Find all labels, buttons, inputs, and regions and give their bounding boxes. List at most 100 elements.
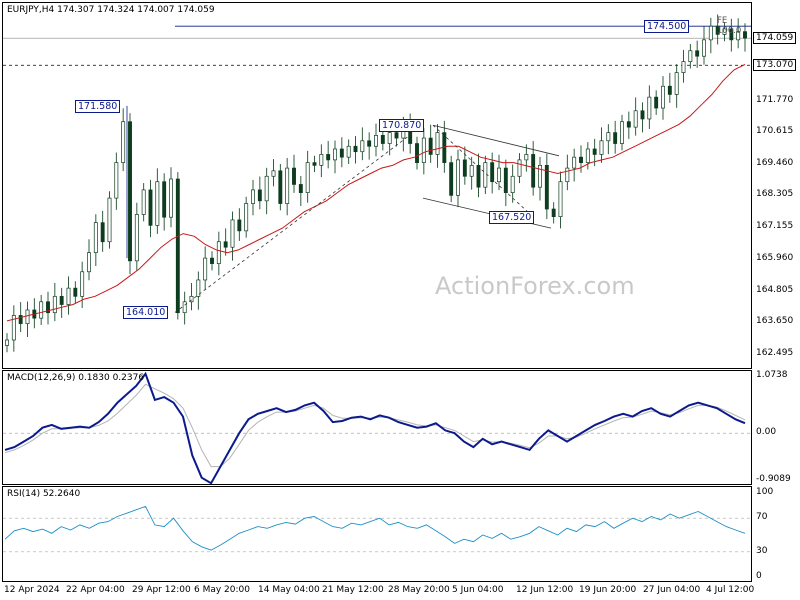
candle-body (210, 257, 214, 264)
candle (114, 152, 119, 210)
candle-body (476, 165, 481, 188)
candle (169, 167, 173, 228)
candle-body (585, 148, 590, 163)
candle-body (497, 167, 501, 183)
candle-body (647, 96, 652, 120)
macd-pane[interactable]: MACD(12,26,9) 0.1830 0.2376 (2, 370, 752, 485)
candle (333, 140, 337, 174)
candle (257, 176, 262, 210)
candle-body (360, 140, 365, 153)
candle-body (189, 295, 194, 303)
candle (339, 137, 344, 168)
time-axis-tick: 12 Apr 2024 (4, 585, 60, 595)
candle-body (613, 132, 618, 144)
candle (189, 282, 194, 311)
candle-body (141, 189, 146, 215)
candle (572, 148, 577, 182)
price-axis-tick: 168.305 (756, 189, 794, 200)
candle (196, 271, 201, 310)
candle (346, 139, 351, 164)
candle (565, 154, 570, 191)
time-axis-tick: 4 Jul 12:00 (706, 585, 755, 595)
candle-body (5, 339, 9, 346)
candle-body (380, 134, 385, 144)
price-annotation: 164.010 (123, 306, 169, 320)
price-annotation: 174.500 (644, 20, 690, 34)
candle (93, 214, 98, 267)
candle-body (298, 184, 303, 193)
price-pane[interactable]: EURJPY,H4 174.307 174.324 174.007 174.05… (2, 2, 752, 369)
macd-chart (3, 371, 751, 484)
candle-body (148, 189, 153, 226)
rsi-pane[interactable]: RSI(14) 52.2640 (2, 486, 752, 582)
candle-body (538, 165, 542, 188)
rsi-chart (3, 505, 751, 553)
candle-body (483, 162, 488, 188)
price-annotation: 171.580 (75, 99, 121, 113)
candle-body (510, 175, 515, 193)
price-axis-tick: 162.495 (756, 347, 794, 358)
candle (203, 246, 208, 291)
time-axis-tick: 6 May 20:00 (194, 585, 250, 595)
fe-label: FE 100.0 (717, 16, 742, 37)
candle (107, 191, 112, 249)
candle (462, 146, 467, 185)
candle-body (353, 145, 358, 153)
candle (230, 211, 235, 261)
candle (134, 202, 139, 271)
candle-body (162, 181, 167, 218)
candle (469, 156, 474, 190)
candle-body (551, 208, 556, 218)
candle (11, 305, 16, 352)
candle-body (661, 85, 665, 109)
candle-body (544, 165, 549, 210)
candle-body (572, 156, 577, 169)
candle (305, 150, 310, 203)
candle-body (216, 241, 221, 264)
candle (421, 127, 426, 175)
candle (654, 90, 659, 115)
candle (32, 298, 37, 329)
candle (681, 49, 686, 83)
candle (326, 141, 331, 169)
time-axis: 12 Apr 2024 22 Apr 04:00 29 Apr 12:00 6 May… (2, 582, 755, 600)
rsi-axis-tick: 70 (756, 512, 768, 523)
candle (456, 149, 460, 208)
candle-body (640, 110, 645, 120)
candle (715, 14, 720, 45)
macd-line (4, 371, 746, 484)
candle (100, 210, 105, 252)
macd-signal-line (4, 383, 746, 468)
macd-axis-tick: 1.0738 (756, 370, 788, 380)
candle (661, 76, 665, 120)
candle (524, 144, 529, 172)
candle-body (421, 137, 426, 163)
candle (476, 153, 481, 198)
candle (435, 124, 440, 168)
rsi-axis-tick: 100 (756, 487, 774, 497)
candle (606, 124, 611, 155)
candle-body (469, 165, 474, 177)
candle (374, 123, 378, 157)
candle (175, 172, 180, 320)
candle-body (285, 167, 290, 204)
time-axis-tick: 21 May 12:00 (322, 585, 384, 595)
candle-body (346, 145, 351, 158)
candle (264, 167, 269, 215)
candle (319, 144, 324, 178)
candle (292, 154, 296, 193)
candle-body (558, 181, 563, 218)
candle (415, 136, 419, 170)
price-axis-tick: 163.650 (756, 316, 794, 327)
macd-axis-tick: -0.9089 (756, 474, 791, 484)
rsi-line (4, 505, 746, 551)
candle-body (462, 159, 467, 177)
candle-body (503, 167, 508, 193)
candle-body (449, 162, 454, 196)
price-axis: 174.059 173.070 171.770 170.615 169.460 168.3… (752, 2, 800, 369)
candle (353, 136, 358, 164)
candle (5, 333, 9, 353)
candle (531, 141, 536, 196)
candle (667, 72, 672, 103)
candle (298, 175, 303, 207)
